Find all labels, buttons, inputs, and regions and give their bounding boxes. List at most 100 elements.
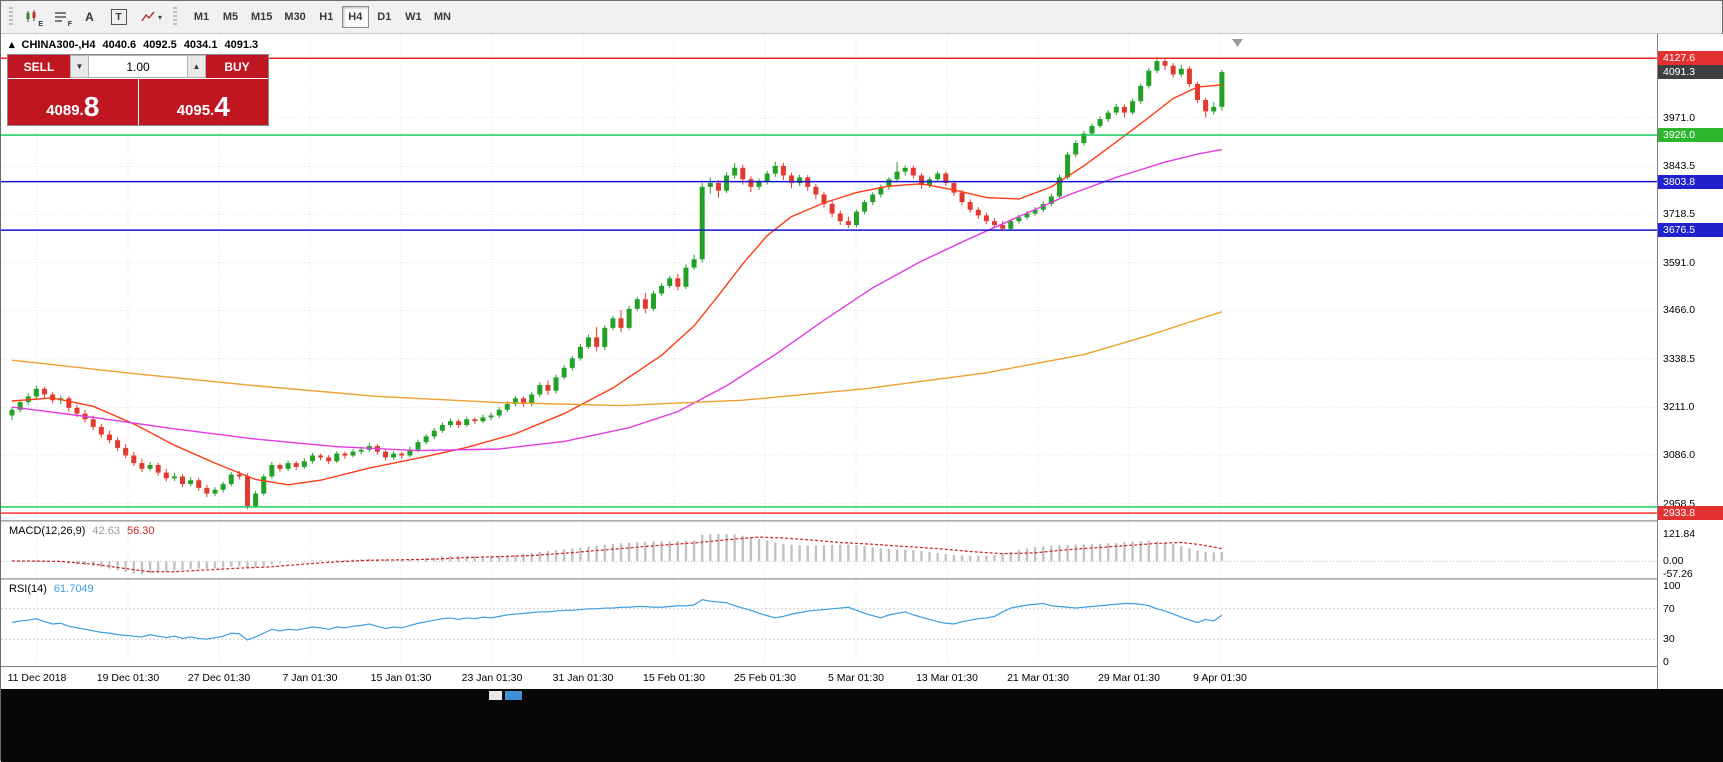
price-scale-label: 3843.5 (1663, 160, 1696, 173)
macd-panel[interactable]: MACD(12,26,9) 42.63 56.30 (1, 522, 1657, 578)
volume-input[interactable] (89, 55, 187, 78)
price-badge: 4091.3 (1658, 65, 1723, 80)
buy-price-main: 4095. (176, 102, 215, 119)
price-scale-label: 3971.0 (1663, 111, 1696, 124)
date-label: 25 Feb 01:30 (734, 672, 796, 684)
cursor-tool-icon[interactable]: A (76, 5, 103, 29)
price-badge: 3803.8 (1658, 174, 1723, 189)
price-scale-label: 3466.0 (1663, 304, 1696, 317)
zigzag-glyph (141, 11, 155, 22)
timeframe-m15-button[interactable]: M15 (246, 6, 277, 28)
main-chart-panel[interactable]: ▴ CHINA300-,H4 4040.6 4092.5 4034.1 4091.3 SE… (1, 34, 1657, 520)
symbol-label: CHINA300-,H4 (21, 39, 96, 51)
taskbar-app-icon[interactable] (489, 691, 502, 700)
timeframe-m5-button[interactable]: M5 (217, 6, 244, 28)
date-label: 11 Dec 2018 (7, 672, 67, 684)
timeframe-w1-button[interactable]: W1 (400, 6, 427, 28)
price-scale-label: 3591.0 (1663, 256, 1696, 269)
timeframe-h4-button[interactable]: H4 (341, 6, 369, 28)
price-scale-label: 3086.0 (1663, 449, 1696, 462)
objects-dropdown-icon[interactable]: ▾ (134, 5, 168, 29)
macd-label: MACD(12,26,9) (9, 525, 86, 537)
price-scale[interactable]: 3971.0 3843.5 3718.5 3591.0 3466.0 3338.5 3211… (1657, 34, 1723, 689)
high-value: 4092.5 (143, 39, 177, 51)
rsi-scale-label: 70 (1663, 602, 1675, 615)
timeframe-h1-button[interactable]: H1 (313, 6, 340, 28)
volume-increase-button[interactable]: ▲ (187, 55, 206, 78)
rsi-value: 61.7049 (53, 583, 94, 595)
sell-price-pips: 8 (83, 91, 100, 122)
candles-glyph (26, 10, 35, 22)
icon-badge: E (38, 21, 43, 28)
icon-badge: F (67, 21, 72, 28)
timeframe-m30-button[interactable]: M30 (279, 6, 310, 28)
rsi-scale-label: 0 (1663, 656, 1669, 668)
date-label: 23 Jan 01:30 (461, 672, 523, 684)
rsi-scale-label: 30 (1663, 633, 1675, 646)
buy-button[interactable]: BUY (206, 55, 268, 78)
macd-label-row: MACD(12,26,9) 42.63 56.30 (9, 525, 161, 537)
timeframe-mn-button[interactable]: MN (429, 6, 456, 28)
chevron-down-icon: ▾ (157, 12, 162, 22)
date-label: 9 Apr 01:30 (1193, 672, 1247, 684)
volume-decrease-button[interactable]: ▼ (70, 55, 89, 78)
close-value: 4091.3 (224, 39, 259, 51)
macd-main-value: 42.63 (92, 525, 120, 537)
buy-price-display[interactable]: 4095. 4 (138, 79, 268, 125)
text-tool-icon[interactable]: T (105, 5, 132, 29)
buy-price-pips: 4 (214, 91, 230, 122)
sell-price-display[interactable]: 4089. 8 (8, 79, 138, 125)
rsi-canvas[interactable] (1, 580, 1657, 666)
open-value: 4040.6 (102, 39, 137, 51)
chart-area: ▴ CHINA300-,H4 4040.6 4092.5 4034.1 4091.3 SE… (1, 34, 1723, 690)
timeframe-m1-button[interactable]: M1 (188, 6, 215, 28)
panel-splitter[interactable] (1, 520, 1723, 522)
chevron-down-icon: ▼ (75, 62, 84, 71)
macd-scale-label: -57.26 (1663, 568, 1693, 581)
date-label: 15 Feb 01:30 (643, 672, 705, 684)
sell-button[interactable]: SELL (8, 55, 70, 78)
price-scale-label: 3211.0 (1663, 401, 1695, 414)
date-label: 27 Dec 01:30 (187, 672, 251, 684)
time-axis[interactable]: 11 Dec 2018 19 Dec 01:30 27 Dec 01:30 7 Jan… (1, 666, 1657, 690)
date-label: 31 Jan 01:30 (552, 672, 614, 684)
sell-price-main: 4089. (46, 102, 84, 119)
date-label: 5 Mar 01:30 (827, 672, 885, 684)
date-label: 13 Mar 01:30 (916, 672, 978, 684)
chevron-up-icon: ▲ (192, 62, 201, 71)
date-label: 15 Jan 01:30 (370, 672, 432, 684)
taskbar[interactable] (1, 689, 1723, 762)
collapse-arrow-icon[interactable]: ▴ (9, 39, 15, 51)
rsi-panel[interactable]: RSI(14) 61.7049 (1, 580, 1657, 666)
timeframe-d1-button[interactable]: D1 (371, 6, 398, 28)
chart-ohlc-header: ▴ CHINA300-,H4 4040.6 4092.5 4034.1 4091.3 (9, 38, 265, 51)
price-badge: 3676.5 (1658, 223, 1723, 238)
candlestick-chart-icon[interactable]: E (18, 5, 45, 29)
timeframe-group: M1 M5 M15 M30 H1 H4 D1 W1 MN (187, 6, 457, 28)
rsi-label-row: RSI(14) 61.7049 (9, 583, 101, 595)
date-label: 19 Dec 01:30 (96, 672, 160, 684)
price-badge: 4127.6 (1658, 51, 1723, 66)
macd-scale-label: 0.00 (1663, 555, 1684, 568)
macd-signal-value: 56.30 (126, 525, 155, 537)
macd-canvas[interactable] (1, 522, 1657, 578)
date-label: 21 Mar 01:30 (1007, 672, 1069, 684)
low-value: 4034.1 (183, 39, 218, 51)
price-badge: 2933.8 (1658, 506, 1723, 521)
toolbar-handle[interactable] (173, 7, 177, 27)
list-glyph (54, 12, 66, 22)
one-click-trading-panel: SELL ▼ ▲ BUY 4089.8 4095.4 (7, 54, 269, 126)
price-scale-label: 3718.5 (1663, 208, 1696, 221)
price-badge: 3926.0 (1658, 128, 1723, 143)
date-label: 29 Mar 01:30 (1098, 672, 1160, 684)
date-label: 7 Jan 01:30 (282, 672, 338, 684)
rsi-scale-label: 100 (1663, 580, 1681, 592)
toolbar: E F A T ▾ M1 M5 M15 M30 H1 H4 D1 W1 MN (1, 1, 1722, 34)
toolbar-handle[interactable] (9, 7, 13, 27)
macd-scale-label: 121.84 (1663, 527, 1696, 540)
panel-splitter[interactable] (1, 578, 1723, 580)
rsi-label: RSI(14) (9, 583, 47, 595)
indicator-list-icon[interactable]: F (47, 5, 74, 29)
taskbar-app-icon[interactable] (505, 691, 522, 700)
